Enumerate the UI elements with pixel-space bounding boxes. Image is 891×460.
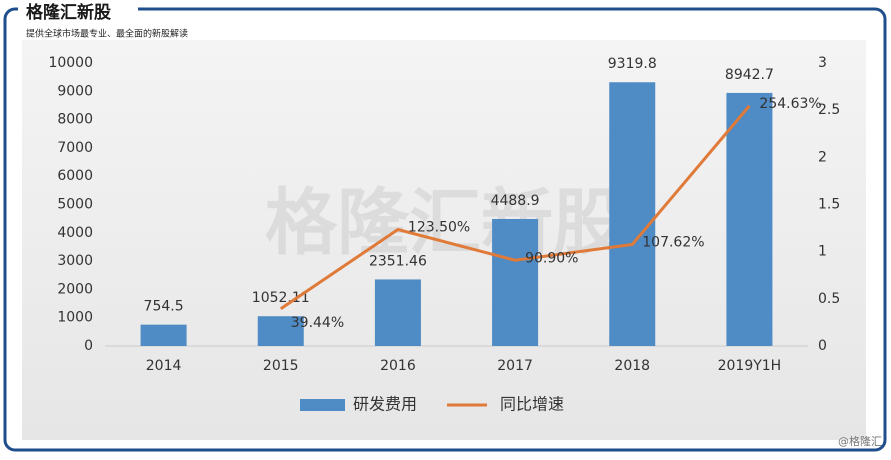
y2-tick-label: 2.5 — [818, 102, 840, 118]
y-tick-label: 6000 — [57, 168, 93, 184]
bar-value-label: 4488.9 — [491, 193, 540, 209]
line-value-label: 39.44% — [291, 315, 344, 331]
x-tick-label: 2015 — [263, 358, 299, 374]
credit: @格隆汇 — [838, 434, 882, 448]
y2-tick-label: 3 — [818, 55, 827, 71]
y-tick-label: 9000 — [57, 83, 93, 99]
x-tick-label: 2017 — [497, 358, 533, 374]
y-tick-label: 3000 — [57, 253, 93, 269]
bar-value-label: 754.5 — [144, 299, 184, 315]
title-backdrop — [18, 0, 138, 22]
y2-tick-label: 2 — [818, 149, 827, 165]
bar-value-label: 2351.46 — [369, 253, 427, 269]
x-tick-label: 2014 — [146, 358, 182, 374]
bar-value-label: 9319.8 — [608, 56, 657, 72]
legend-label: 研发费用 — [353, 395, 417, 414]
y-tick-label: 5000 — [57, 197, 93, 213]
brand-title: 格隆汇新股 — [26, 2, 111, 23]
y-tick-label: 1000 — [57, 310, 93, 326]
bar — [374, 279, 421, 346]
chart-background — [22, 40, 866, 440]
bar — [140, 324, 187, 346]
brand-subtitle: 提供全球市场最专业、最全面的新股解读 — [26, 28, 188, 40]
y2-tick-label: 0 — [818, 338, 827, 354]
line-value-label: 90.90% — [525, 250, 578, 266]
bar — [609, 82, 656, 346]
y-tick-label: 10000 — [48, 55, 93, 71]
y2-tick-label: 1.5 — [818, 197, 840, 213]
y-tick-label: 4000 — [57, 225, 93, 241]
line — [279, 104, 751, 311]
y2-tick-label: 0.5 — [818, 291, 840, 307]
legend-label: 同比增速 — [500, 395, 564, 414]
watermark: 格隆汇新股 — [265, 181, 625, 265]
line-value-label: 123.50% — [408, 219, 470, 235]
line-value-label: 107.62% — [642, 234, 704, 250]
y-tick-label: 0 — [84, 338, 93, 354]
bar — [726, 92, 773, 346]
y2-tick-label: 1 — [818, 244, 827, 260]
legend-swatch — [300, 399, 345, 411]
bar-value-label: 1052.11 — [252, 290, 310, 306]
y-tick-label: 8000 — [57, 112, 93, 128]
y-tick-label: 2000 — [57, 281, 93, 297]
x-tick-label: 2019Y1H — [718, 358, 782, 374]
y-tick-label: 7000 — [57, 140, 93, 156]
x-tick-label: 2018 — [614, 358, 650, 374]
bar — [257, 316, 304, 346]
bar — [492, 218, 539, 346]
line-value-label: 254.63% — [759, 96, 821, 112]
bar-value-label: 8942.7 — [725, 67, 774, 83]
x-tick-label: 2016 — [380, 358, 416, 374]
